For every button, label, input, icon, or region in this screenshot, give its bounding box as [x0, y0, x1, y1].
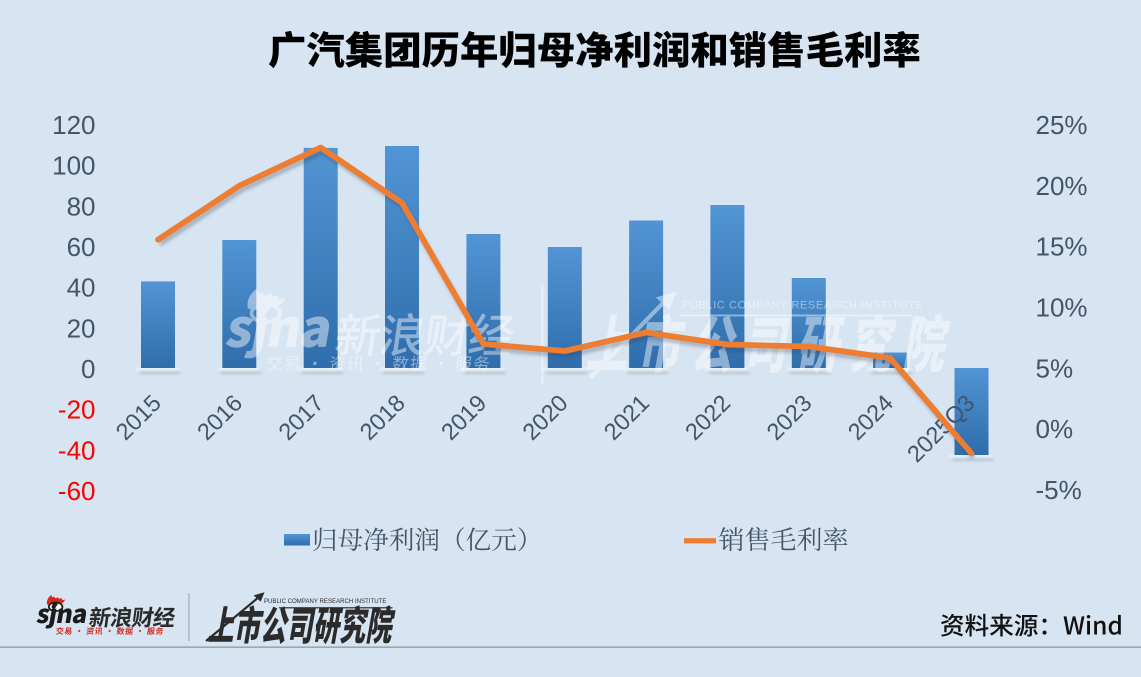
svg-text:25%: 25% — [1036, 110, 1088, 140]
svg-text:0%: 0% — [1036, 414, 1074, 444]
svg-text:15%: 15% — [1036, 232, 1088, 262]
svg-text:10%: 10% — [1036, 293, 1088, 323]
svg-text:-5%: -5% — [1036, 475, 1082, 505]
svg-text:100: 100 — [52, 151, 95, 181]
svg-text:-40: -40 — [58, 435, 96, 465]
svg-text:20: 20 — [67, 313, 96, 343]
svg-text:60: 60 — [67, 232, 96, 262]
svg-text:0: 0 — [81, 354, 95, 384]
svg-text:20%: 20% — [1036, 171, 1088, 201]
svg-text:80: 80 — [67, 191, 96, 221]
svg-text:PUBLIC COMPANY RESEARCH INSTIT: PUBLIC COMPANY RESEARCH INSTITUTE — [264, 599, 386, 605]
svg-text:40: 40 — [67, 273, 96, 303]
svg-text:PUBLIC COMPANY RESEARCH INSTIT: PUBLIC COMPANY RESEARCH INSTITUTE — [682, 300, 923, 312]
svg-text:-60: -60 — [58, 476, 96, 506]
svg-text:-20: -20 — [58, 395, 96, 425]
svg-text:5%: 5% — [1036, 353, 1074, 383]
svg-text:120: 120 — [52, 110, 95, 140]
